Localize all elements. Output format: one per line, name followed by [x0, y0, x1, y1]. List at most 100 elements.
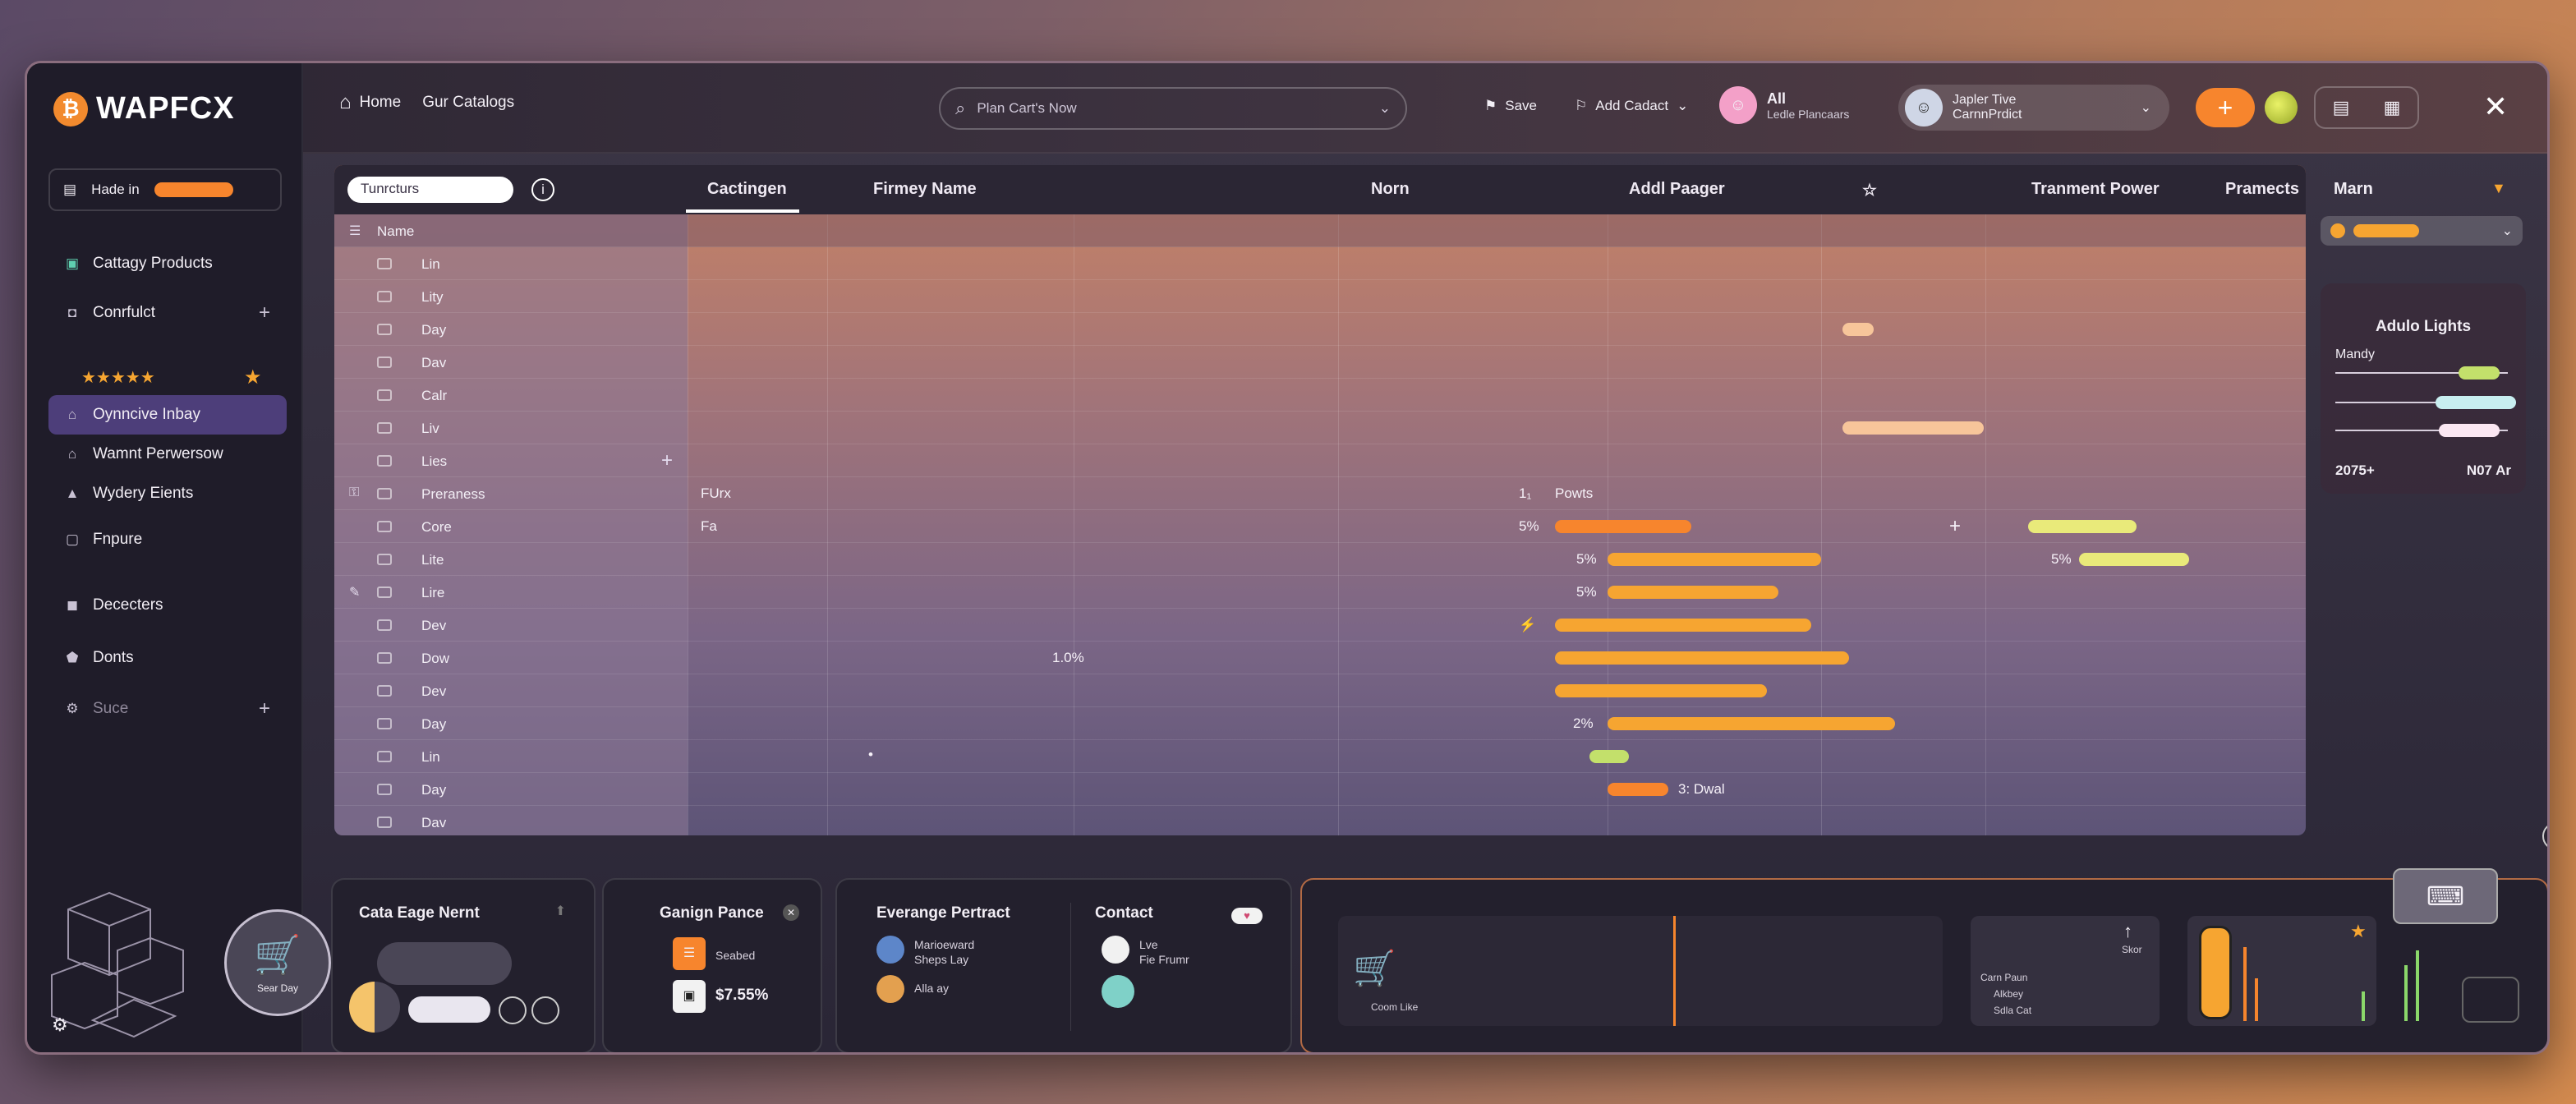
dropdown-icon[interactable]: ▼: [2491, 180, 2506, 196]
row-checkbox[interactable]: [377, 586, 392, 598]
card-view-icon[interactable]: ▤: [2332, 97, 2350, 117]
table-row[interactable]: Day: [334, 773, 2306, 806]
row-checkbox[interactable]: [377, 422, 392, 434]
row-checkbox[interactable]: [377, 685, 392, 697]
table-row[interactable]: Day: [334, 707, 2306, 740]
row-checkbox[interactable]: [377, 619, 392, 631]
search-input[interactable]: Plan Cart's Now: [977, 100, 1077, 116]
save-button[interactable]: ⚑ Save: [1484, 98, 1537, 113]
cart-badge[interactable]: 🛒 Sear Day: [224, 909, 331, 1016]
device-icon[interactable]: [2462, 977, 2519, 1023]
toggle-pill[interactable]: [154, 182, 233, 197]
row-checkbox[interactable]: [377, 751, 392, 762]
toggle-pill[interactable]: [408, 996, 490, 1023]
floating-widget[interactable]: ⌨: [2393, 868, 2498, 924]
row-checkbox[interactable]: [377, 488, 392, 499]
row-checkbox[interactable]: [377, 455, 392, 467]
table-row[interactable]: Dev: [334, 674, 2306, 707]
table-row[interactable]: Lin: [334, 740, 2306, 773]
row-checkbox[interactable]: [377, 521, 392, 532]
table-row[interactable]: Lite: [334, 543, 2306, 576]
table-row[interactable]: Dev: [334, 609, 2306, 642]
sidebar-item-inbox[interactable]: ⌂ Oynncive Inbay: [48, 395, 287, 435]
row-checkbox[interactable]: [377, 718, 392, 729]
pin-icon[interactable]: ☆: [1862, 182, 1877, 200]
gear-icon[interactable]: ⚙: [52, 1014, 68, 1035]
sidebar-item-products[interactable]: ▣ Cattagy Products: [65, 255, 213, 272]
col-header[interactable]: Addl Paager: [1629, 180, 1725, 198]
table-row[interactable]: Lin: [334, 247, 2306, 280]
radio-icon[interactable]: [499, 996, 527, 1024]
add-contact-button[interactable]: ⚐ Add Cadact ⌄: [1575, 98, 1689, 113]
row-checkbox[interactable]: [377, 324, 392, 335]
star-icon[interactable]: ★: [2350, 921, 2367, 941]
star-icon[interactable]: ★: [244, 366, 262, 389]
table-row[interactable]: Preraness ⚿: [334, 477, 2306, 510]
info-icon[interactable]: i: [531, 178, 554, 201]
chevron-down-icon[interactable]: ⌄: [1378, 100, 1391, 116]
sidebar-item-donts[interactable]: ⬟ Donts: [66, 649, 134, 666]
radio-icon[interactable]: [531, 996, 559, 1024]
table-row[interactable]: Day: [334, 313, 2306, 346]
table-row[interactable]: Dav: [334, 346, 2306, 379]
row-checkbox[interactable]: [377, 389, 392, 401]
table-row[interactable]: Lire ✎: [334, 576, 2306, 609]
slider-track[interactable]: [2335, 366, 2508, 380]
row-checkbox[interactable]: [377, 291, 392, 302]
sidebar-item-fnpure[interactable]: ▢ Fnpure: [65, 531, 143, 548]
home-link[interactable]: ⌂ Home: [339, 91, 402, 113]
avatar[interactable]: [1102, 975, 1134, 1008]
add-icon[interactable]: +: [258, 301, 270, 324]
table-row[interactable]: Lies +: [334, 444, 2306, 477]
link-icon[interactable]: ⚿: [349, 485, 360, 499]
add-icon[interactable]: +: [1949, 515, 1962, 537]
col-header[interactable]: Cactingen: [707, 180, 787, 198]
hide-toggle[interactable]: ▤ Hade in: [48, 168, 282, 211]
slider-track[interactable]: [2335, 424, 2508, 437]
close-icon[interactable]: ✕: [2483, 90, 2509, 123]
col-header[interactable]: Tranment Power: [2031, 180, 2160, 198]
row-checkbox[interactable]: [377, 554, 392, 565]
search-bar[interactable]: ⌕ Plan Cart's Now ⌄: [939, 87, 1407, 130]
pin-icon[interactable]: ⬆: [554, 904, 566, 918]
col-header[interactable]: Firmey Name: [873, 180, 977, 198]
add-button[interactable]: +: [2196, 88, 2255, 127]
table-row[interactable]: Calr: [334, 379, 2306, 412]
grid-view-icon[interactable]: ▦: [2383, 97, 2401, 117]
heart-toggle[interactable]: ♥: [1231, 908, 1263, 924]
tag-icon: ⬟: [66, 650, 79, 665]
user-chip-b[interactable]: ☺ Japler Tive CarnnPrdict ⌄: [1898, 85, 2169, 131]
row-checkbox[interactable]: [377, 816, 392, 828]
corner-badge[interactable]: R: [2542, 822, 2547, 850]
sidebar-item-suce[interactable]: ⚙ Suce +: [66, 697, 270, 720]
panel-select[interactable]: ⌄: [2321, 216, 2523, 246]
close-icon[interactable]: ✕: [783, 904, 799, 921]
sidebar-item-perwersow[interactable]: ⌂ Wamnt Perwersow: [48, 435, 287, 474]
add-icon[interactable]: +: [661, 449, 674, 472]
row-checkbox[interactable]: [377, 356, 392, 368]
add-icon[interactable]: +: [258, 697, 270, 720]
col-header[interactable]: Pramects: [2225, 180, 2300, 198]
filter-input[interactable]: Tunrcturs: [347, 177, 513, 203]
col-header[interactable]: Norn: [1371, 180, 1410, 198]
slider-track[interactable]: [2335, 396, 2516, 409]
sidebar-item-eients[interactable]: ▲ Wydery Eients: [65, 485, 194, 502]
sidebar-item-dececters[interactable]: ◼ Dececters: [66, 596, 163, 614]
view-toggle[interactable]: ▤ ▦: [2314, 86, 2419, 129]
user-chip-a[interactable]: ☺ All Ledle Plancaars: [1719, 86, 1849, 124]
cart-icon[interactable]: 🛒: [1353, 949, 1396, 987]
sidebar-item-conflict[interactable]: ◘ Conrfulct +: [48, 293, 287, 333]
row-checkbox[interactable]: [377, 784, 392, 795]
table-row[interactable]: Dav: [334, 806, 2306, 835]
table-row[interactable]: Liv: [334, 412, 2306, 444]
table-row[interactable]: Lity: [334, 280, 2306, 313]
table-row[interactable]: Core: [334, 510, 2306, 543]
row-checkbox[interactable]: [377, 258, 392, 269]
table-row[interactable]: Dow: [334, 642, 2306, 674]
edit-icon[interactable]: ✎: [349, 586, 361, 600]
avatar[interactable]: [876, 936, 904, 964]
avatar[interactable]: [876, 975, 904, 1003]
catalogs-link[interactable]: Gur Catalogs: [422, 94, 515, 111]
row-checkbox[interactable]: [377, 652, 392, 664]
avatar[interactable]: [1102, 936, 1129, 964]
